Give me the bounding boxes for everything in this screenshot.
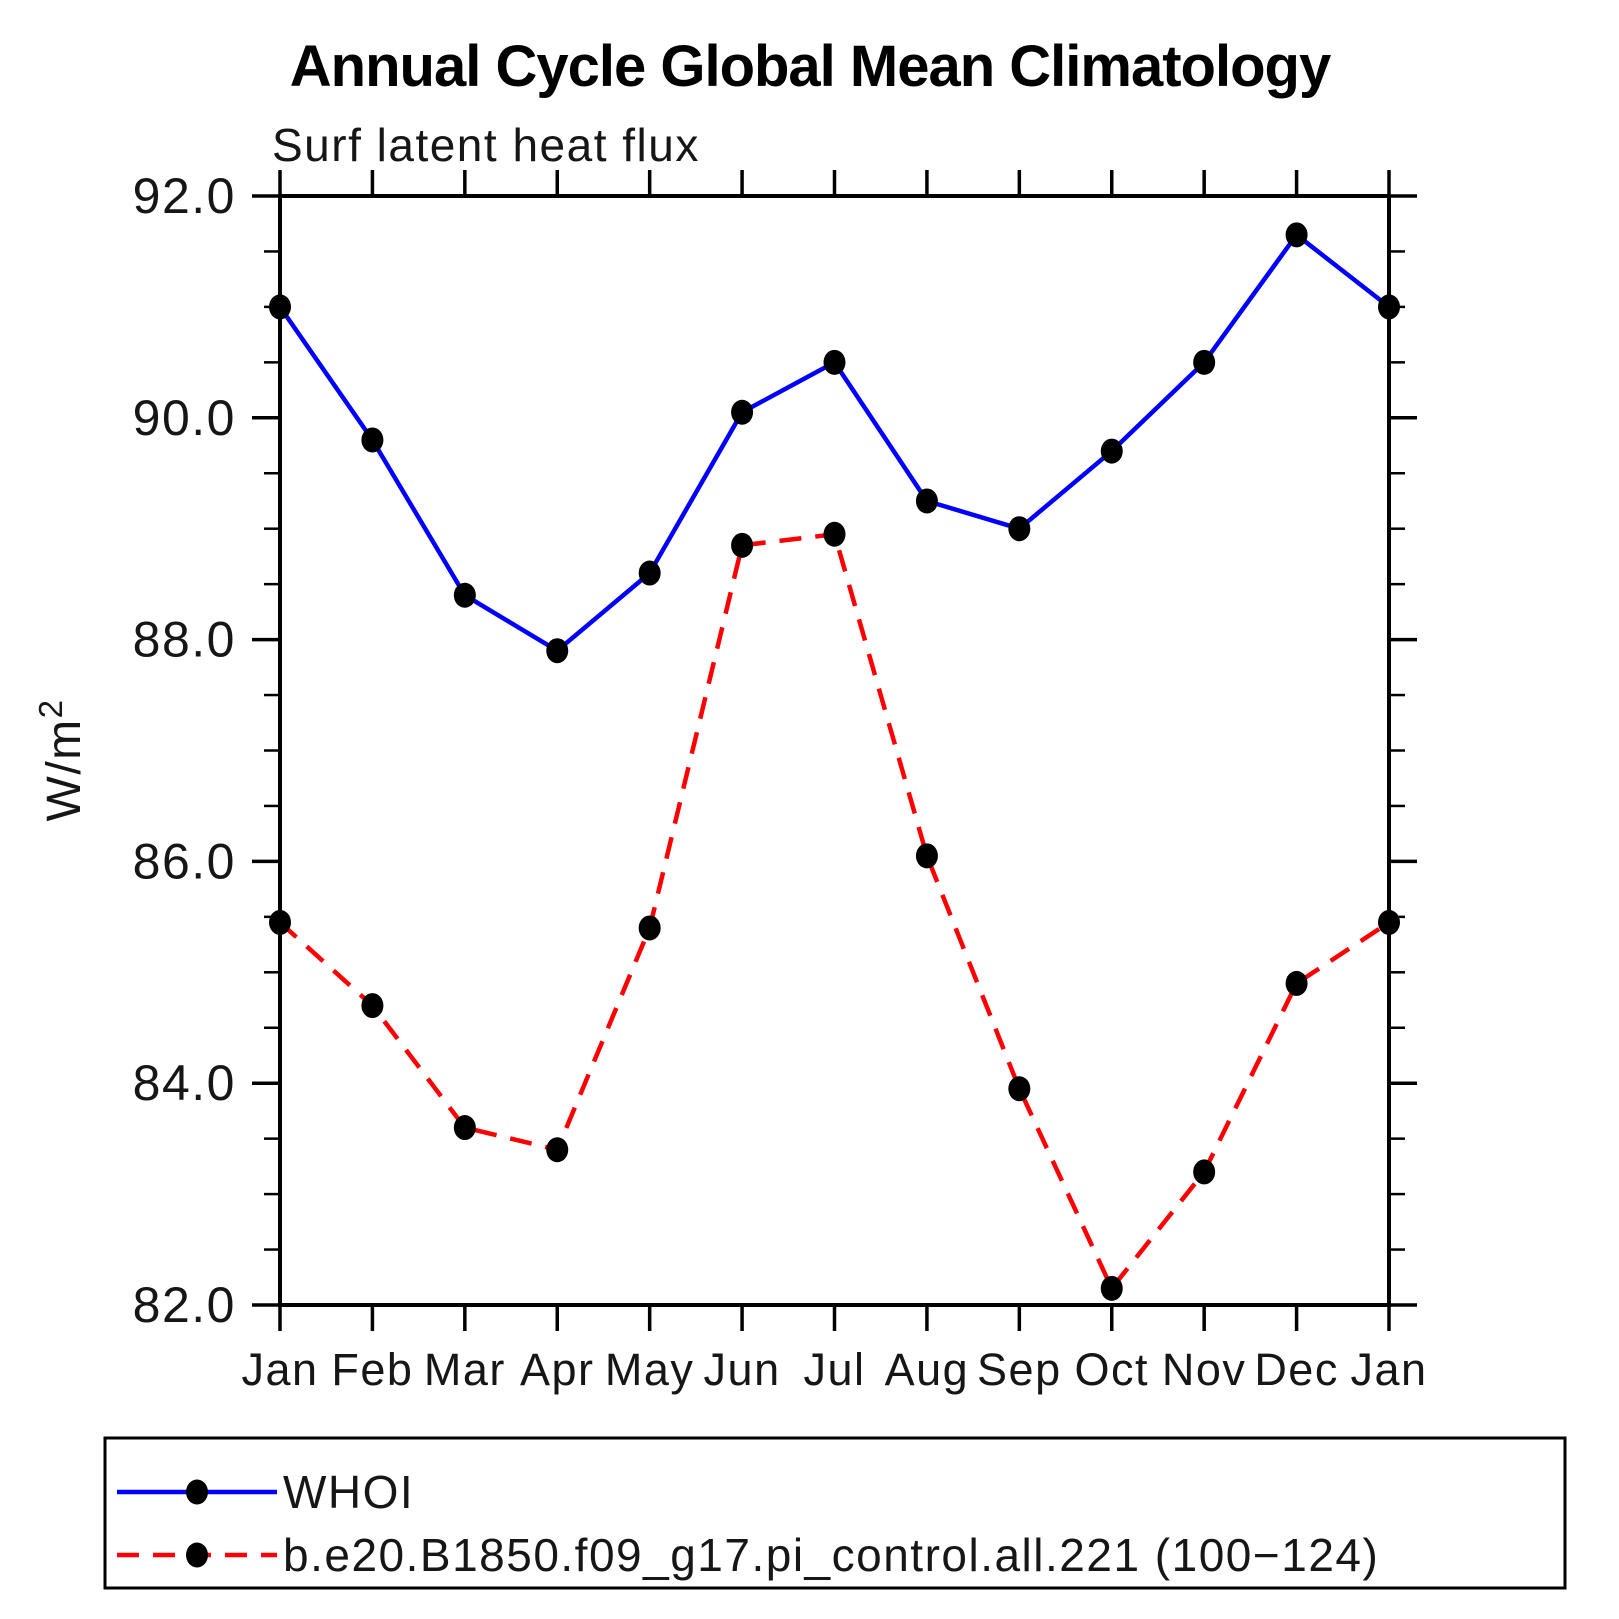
data-point-marker [638, 560, 661, 586]
x-tick-label: Mar [424, 1344, 506, 1395]
data-point-marker [1378, 294, 1400, 320]
legend: WHOI b.e20.B1850.f09_g17.pi_control.all.… [103, 1436, 1567, 1590]
x-tick-label: Jan [1350, 1344, 1427, 1395]
data-point-marker [269, 909, 291, 935]
data-point-marker [1285, 970, 1308, 996]
data-point-marker [731, 532, 754, 558]
data-point-marker [1100, 438, 1123, 464]
data-point-marker [453, 1115, 476, 1141]
series-line-whoi [278, 232, 1391, 653]
legend-item-model: b.e20.B1850.f09_g17.pi_control.all.221 (… [117, 1529, 1379, 1581]
x-tick-label: Nov [1162, 1344, 1247, 1395]
legend-label-whoi: WHOI [283, 1466, 414, 1518]
y-axis-label-exponent: 2 [32, 699, 69, 719]
y-tick-label: 88.0 [133, 612, 236, 668]
legend-item-whoi: WHOI [117, 1466, 414, 1518]
data-point-marker [1008, 1076, 1031, 1102]
data-point-marker [1008, 516, 1031, 542]
x-tick-label: Jun [704, 1344, 781, 1395]
data-point-marker [269, 294, 291, 320]
y-tick-label: 90.0 [133, 390, 236, 446]
data-point-marker [1193, 1159, 1216, 1185]
y-tick-label: 86.0 [133, 833, 236, 889]
legend-label-model: b.e20.B1850.f09_g17.pi_control.all.221 (… [283, 1529, 1379, 1581]
x-tick-label: Jan [241, 1344, 318, 1395]
data-point-marker [1285, 222, 1308, 248]
y-tick-label: 82.0 [133, 1277, 236, 1333]
data-point-marker [1378, 909, 1400, 935]
legend-box [103, 1436, 1567, 1590]
data-point-marker [1100, 1275, 1123, 1301]
y-tick-label: 92.0 [133, 168, 236, 224]
data-point-marker [731, 399, 754, 425]
data-point-marker [823, 521, 846, 547]
series-line-model [278, 531, 1391, 1291]
chart-title: Annual Cycle Global Mean Climatology [290, 34, 1331, 99]
data-point-marker [546, 638, 569, 664]
data-point-marker [823, 349, 846, 375]
y-axis-label: W/m2 [32, 699, 91, 822]
legend-marker-model [186, 1542, 208, 1568]
data-point-marker [915, 488, 938, 514]
x-tick-label: Sep [977, 1344, 1062, 1395]
x-tick-label: Feb [331, 1344, 413, 1395]
x-tick-label: Jul [803, 1344, 865, 1395]
data-point-marker [546, 1137, 569, 1163]
data-point-marker [361, 993, 384, 1019]
legend-marker-whoi [186, 1479, 208, 1505]
data-point-marker [1193, 349, 1216, 375]
data-point-marker [361, 427, 384, 453]
x-tick-label: Aug [885, 1344, 970, 1395]
data-point-marker [638, 915, 661, 941]
x-tick-label: Apr [520, 1344, 595, 1395]
x-tick-label: May [605, 1344, 695, 1395]
y-tick-label: 84.0 [133, 1055, 236, 1111]
x-tick-label: Oct [1074, 1344, 1149, 1395]
y-axis-label-base: W/m [38, 718, 91, 821]
chart-subtitle: Surf latent heat flux [272, 119, 700, 171]
series-layer [269, 222, 1400, 1301]
x-tick-label: Dec [1254, 1344, 1339, 1395]
data-point-marker [453, 582, 476, 608]
data-point-marker [915, 843, 938, 869]
